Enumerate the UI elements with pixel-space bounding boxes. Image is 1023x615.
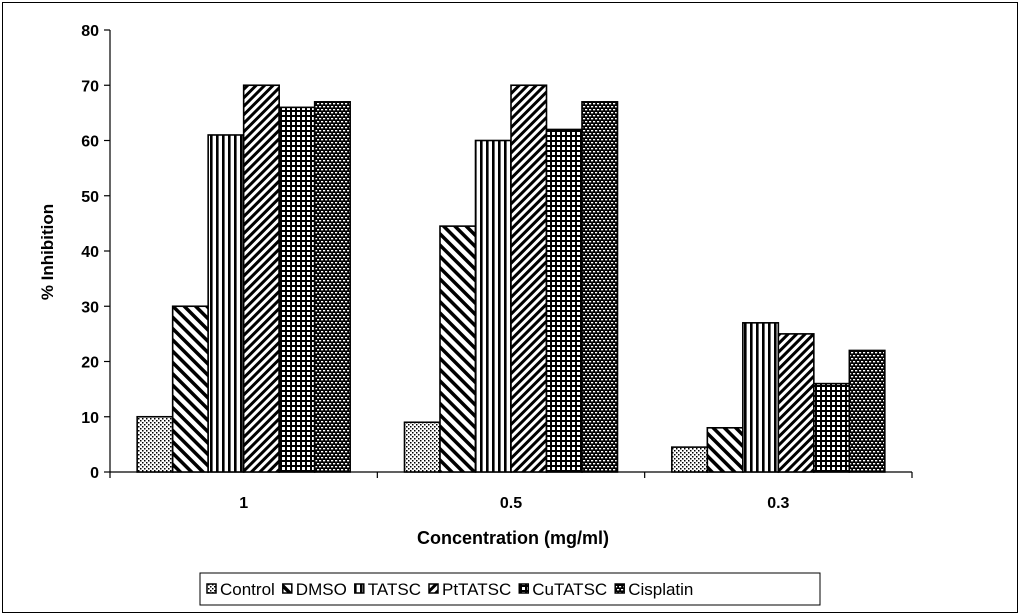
x-tick-label: 0.3 bbox=[767, 495, 789, 512]
x-axis-title: Concentration (mg/ml) bbox=[417, 528, 609, 548]
y-axis: 0 10 20 30 40 50 60 70 80 bbox=[81, 23, 111, 482]
y-tick-label: 60 bbox=[81, 134, 99, 151]
legend-label-control: Control bbox=[220, 580, 275, 599]
legend-swatch-tatsc bbox=[354, 583, 365, 594]
legend: Control DMSO TATSC PtTATSC CuTATSC Cisplatin bbox=[199, 572, 821, 606]
bar-cutatsc-1 bbox=[278, 106, 316, 473]
x-axis: 1 0.5 0.3 bbox=[109, 471, 913, 512]
legend-swatch-control bbox=[206, 583, 217, 594]
legend-swatch-cutatsc bbox=[518, 583, 530, 594]
bar-cutatsc-0.5 bbox=[545, 128, 583, 473]
y-tick-label: 30 bbox=[81, 299, 99, 316]
bar-control-0.3 bbox=[671, 446, 709, 473]
y-tick-label: 20 bbox=[81, 355, 99, 372]
legend-swatch-dmso bbox=[282, 583, 293, 594]
bar-tatsc-0.5 bbox=[474, 139, 512, 473]
legend-label-dmso: DMSO bbox=[296, 580, 347, 599]
legend-label-pttatsc: PtTATSC bbox=[442, 580, 511, 599]
bar-cisplatin-0.5 bbox=[581, 101, 619, 473]
bar-pttatsc-1 bbox=[242, 84, 280, 473]
bar-control-0.5 bbox=[403, 421, 441, 473]
bar-tatsc-1 bbox=[207, 134, 245, 473]
bar-dmso-0.5 bbox=[439, 225, 477, 473]
bar-control-1 bbox=[136, 415, 174, 473]
y-axis-title: % Inhibition bbox=[38, 204, 57, 300]
y-tick-label: 80 bbox=[81, 23, 99, 40]
y-tick-label: 10 bbox=[81, 410, 99, 427]
bar-tatsc-0.3 bbox=[742, 322, 780, 473]
y-tick-label: 50 bbox=[81, 189, 99, 206]
legend-label-cutatsc: CuTATSC bbox=[532, 580, 607, 599]
bar-cisplatin-0.3 bbox=[848, 349, 886, 473]
bar-cutatsc-0.3 bbox=[813, 382, 851, 473]
bar-pttatsc-0.3 bbox=[777, 333, 815, 473]
y-tick-label: 70 bbox=[81, 78, 99, 95]
legend-swatch-pttatsc bbox=[428, 583, 439, 594]
bar-pttatsc-0.5 bbox=[510, 84, 548, 473]
bar-dmso-1 bbox=[171, 305, 209, 473]
legend-box bbox=[199, 572, 821, 606]
legend-label-tatsc: TATSC bbox=[368, 580, 421, 599]
y-tick-label: 0 bbox=[90, 465, 99, 482]
x-tick-label: 0.5 bbox=[500, 495, 522, 512]
bar-cisplatin-1 bbox=[313, 101, 351, 473]
legend-swatch-cisplatin bbox=[614, 583, 625, 594]
bar-dmso-0.3 bbox=[706, 426, 744, 473]
x-tick-label: 1 bbox=[239, 495, 248, 512]
y-tick-label: 40 bbox=[81, 244, 99, 261]
bars bbox=[136, 84, 886, 473]
legend-label-cisplatin: Cisplatin bbox=[628, 580, 693, 599]
